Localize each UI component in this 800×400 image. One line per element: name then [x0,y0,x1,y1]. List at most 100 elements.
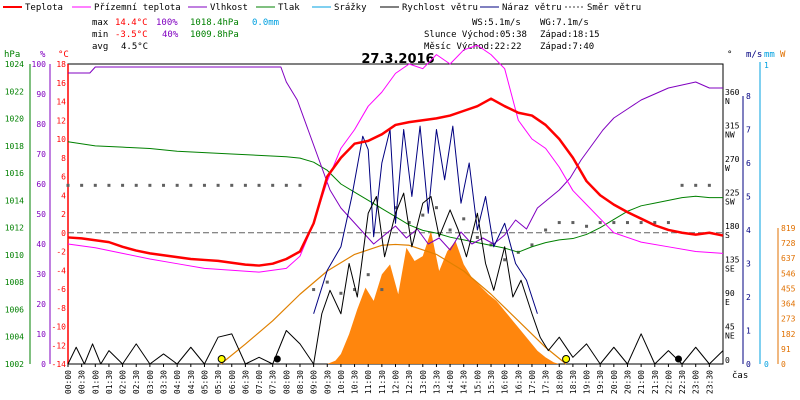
wind-dir-point [394,206,397,210]
sunrise-marker [217,355,226,363]
tick-temp: -2 [56,248,66,257]
time-tick-label: 23:00 [692,370,701,394]
tick-dir: 90 [725,289,735,298]
wind-dir-point [216,183,220,187]
tick-dir: 135 [725,256,740,265]
tick-ms: 7 [746,126,751,135]
stat-max-press: 1018.4hPa [190,18,239,28]
stat-min-temp: -3.5°C [115,30,148,40]
time-tick-label: 22:00 [664,370,673,394]
time-tick-label: 03:00 [146,370,155,394]
wind-dir-point [189,183,193,187]
legend-srazky: Srážky [334,3,367,13]
chart-title: 27.3.2016 [361,52,434,67]
tick-hum: 80 [36,120,46,129]
time-tick-label: 11:00 [364,370,373,394]
tick-hpa: 1004 [5,333,24,342]
stat-min-press: 1009.8hPa [190,30,239,40]
wind-dir-point [707,183,711,187]
tick-w: 455 [781,284,796,293]
info-wg: WG:7.1m/s [540,18,589,28]
tick-temp: 12 [56,116,66,125]
tick-w: 273 [781,315,796,324]
tick-w: 546 [781,269,796,278]
stats: max 14.4°C 100% 1018.4hPa 0.0mm min -3.5… [92,18,279,52]
wind-dir-point [639,221,643,225]
wind-dir-point [257,183,261,187]
sunset-marker [562,355,571,363]
tick-ms: 2 [746,293,751,302]
wind-dir-point [80,183,84,187]
wind-dir-point [284,183,288,187]
tick-hum: 90 [36,90,46,99]
tick-dir-name: W [725,164,730,173]
tick-ms: 3 [746,260,751,269]
tick-hpa: 1018 [5,142,24,151]
tick-dir: 180 [725,222,740,231]
tick-hpa: 1010 [5,251,24,260]
tick-dir: 0 [725,356,730,365]
tick-temp: -4 [56,266,66,275]
tick-temp: -14 [52,360,67,369]
tick-hum: 50 [36,210,46,219]
time-tick-label: 11:30 [378,370,387,394]
info-ws: WS:5.1m/s [472,18,521,28]
tick-dir-name: SW [725,198,735,207]
time-tick-label: 20:30 [623,370,632,394]
time-tick-label: 22:30 [678,370,687,394]
tick-hpa: 1014 [5,196,24,205]
wind-dir-point [298,183,302,187]
tick-temp: -8 [56,304,66,313]
tick-mm: 0 [764,360,769,369]
tick-hpa: 1006 [5,305,24,314]
legend-rychlost-vetru: Rychlost větru [402,3,478,13]
time-tick-label: 00:00 [64,370,73,394]
wind-dir-point [653,221,657,225]
tick-temp: 18 [56,60,66,69]
wind-dir-point [680,183,684,187]
info-sunset: Západ:18:15 [540,30,600,40]
time-tick-label: 17:00 [528,370,537,394]
tick-hum: 60 [36,180,46,189]
wind-dir-point [462,217,466,221]
info-moonset: Západ:7:40 [540,42,594,52]
time-tick-label: 05:00 [200,370,209,394]
tick-ms: 5 [746,193,751,202]
time-tick-label: 06:00 [228,370,237,394]
time-tick-label: 02:00 [119,370,128,394]
wind-dir-point [598,221,602,225]
tick-dir: 45 [725,323,735,332]
tick-hpa: 1022 [5,87,24,96]
tick-temp: -12 [52,341,67,350]
wind-dir-point [271,183,275,187]
tick-ms: 6 [746,159,751,168]
tick-w: 0 [781,360,786,369]
time-tick-label: 16:30 [514,370,523,394]
wind-dir-point [162,183,166,187]
tick-w: 637 [781,254,796,263]
axis-label-mm: mm [764,50,775,60]
series-ground-temp [67,44,724,273]
wind-dir-point [243,183,247,187]
series-pressure [67,141,723,253]
time-tick-label: 12:30 [405,370,414,394]
wind-dir-point [571,221,575,225]
wind-dir-point [544,228,548,232]
tick-ms: 1 [746,327,751,336]
wind-dir-point [134,183,138,187]
time-tick-label: 09:30 [323,370,332,394]
tick-temp: 4 [61,191,66,200]
tick-hpa: 1016 [5,169,24,178]
stat-max-label: max [92,18,109,28]
time-tick-label: 03:30 [160,370,169,394]
tick-dir-name: NW [725,131,735,140]
time-tick-label: 06:30 [241,370,250,394]
legend-tlak: Tlak [278,3,300,13]
time-tick-label: 13:30 [432,370,441,394]
tick-temp: 0 [61,229,66,238]
wind-dir-point [312,288,316,292]
wind-dir-point [353,288,357,292]
tick-w: 182 [781,330,796,339]
time-tick-label: 10:00 [337,370,346,394]
time-tick-label: 21:00 [637,370,646,394]
